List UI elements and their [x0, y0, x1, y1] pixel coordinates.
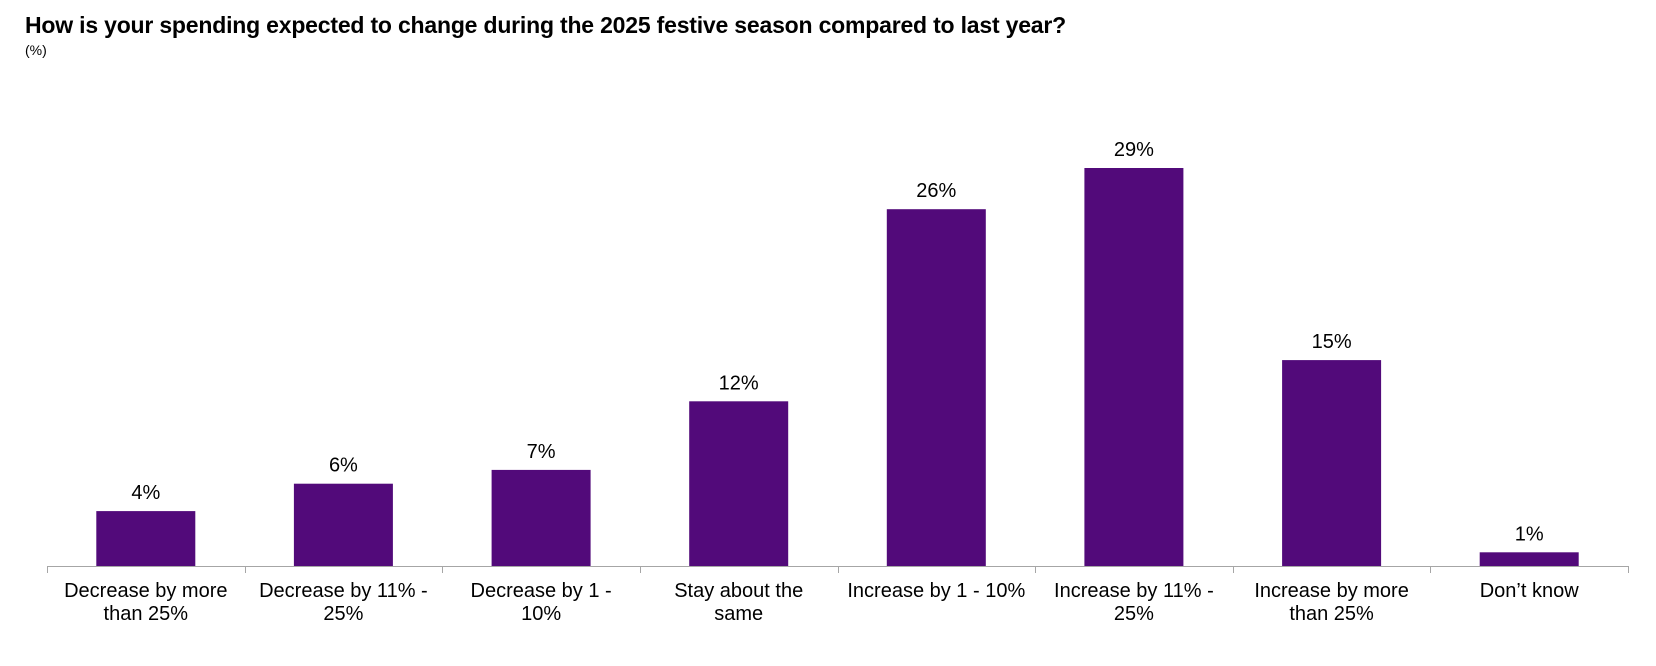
x-tick-label-line: same	[714, 603, 763, 625]
x-tick-label: Increase by more than 25%	[1254, 580, 1409, 625]
x-tick-label-line: Increase by 1 - 10%	[847, 580, 1025, 602]
x-tick-label-line: Increase by 11% -	[1054, 580, 1214, 602]
x-tick-label-line: Don’t know	[1480, 580, 1579, 602]
x-tick-label-line: 25%	[1114, 603, 1154, 625]
x-tick-label-line: Decrease by more	[64, 580, 227, 602]
x-tick-label-line: 25%	[323, 603, 363, 625]
bar	[689, 401, 789, 566]
x-tick-label: Decrease by more than 25%	[64, 580, 227, 625]
x-tick-label-line: Decrease by 1 -	[471, 580, 612, 602]
data-label: 7%	[527, 441, 556, 463]
bar	[886, 209, 986, 566]
bar	[293, 483, 393, 566]
chart-title: How is your spending expected to change …	[25, 12, 1066, 38]
bar	[1282, 360, 1382, 566]
data-label: 29%	[1114, 139, 1154, 161]
bars-layer	[96, 168, 1579, 566]
bar	[1084, 168, 1184, 566]
x-tick-labels-layer: Decrease by more than 25%Decrease by 11% …	[64, 580, 1579, 625]
x-tick-label: Increase by 1 - 10%	[847, 580, 1025, 602]
x-tick-label: Decrease by 11% -25%	[259, 580, 428, 625]
data-label: 4%	[131, 482, 160, 504]
bar	[491, 469, 591, 566]
x-tick-label-line: than 25%	[1289, 603, 1374, 625]
chart-subtitle: (%)	[25, 42, 47, 58]
data-label: 15%	[1312, 331, 1352, 353]
x-tick-label: Don’t know	[1480, 580, 1579, 602]
bar	[1479, 552, 1579, 566]
data-label: 26%	[916, 180, 956, 202]
data-label: 6%	[329, 455, 358, 477]
x-tick-label-line: than 25%	[104, 603, 189, 625]
x-tick-label: Increase by 11% -25%	[1054, 580, 1214, 625]
data-labels-layer: 4% 6% 7% 12% 26% 29% 15% 1%	[131, 139, 1544, 545]
x-tick-label-line: Stay about the	[674, 580, 803, 602]
x-tick-label: Stay about the same	[674, 580, 803, 625]
x-tick-label-line: Increase by more	[1254, 580, 1409, 602]
x-axis	[47, 566, 1629, 573]
bar	[96, 511, 196, 566]
x-tick-label-line: 10%	[521, 603, 561, 625]
x-tick-label-line: Decrease by 11% -	[259, 580, 428, 602]
data-label: 1%	[1515, 523, 1544, 545]
data-label: 12%	[719, 372, 759, 394]
x-tick-label: Decrease by 1 -10%	[471, 580, 612, 625]
